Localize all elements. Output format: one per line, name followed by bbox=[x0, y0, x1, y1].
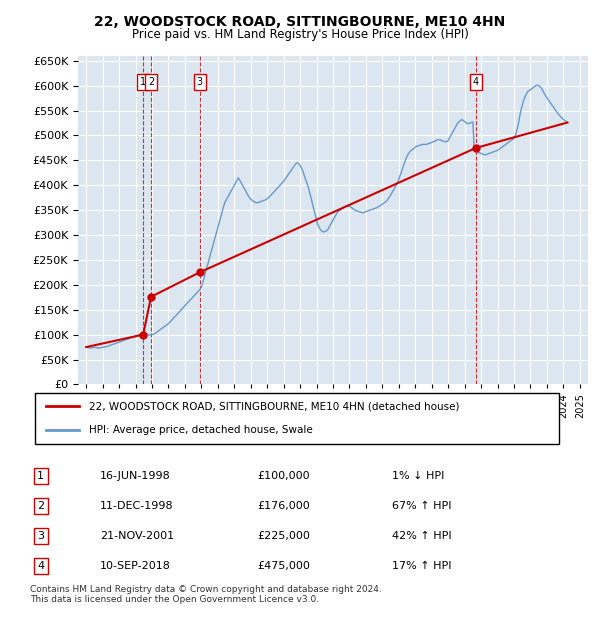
Text: £475,000: £475,000 bbox=[257, 561, 310, 571]
Text: 21-NOV-2001: 21-NOV-2001 bbox=[100, 531, 175, 541]
Text: 10-SEP-2018: 10-SEP-2018 bbox=[100, 561, 171, 571]
Text: £100,000: £100,000 bbox=[257, 471, 310, 481]
Text: £176,000: £176,000 bbox=[257, 501, 310, 511]
Text: Price paid vs. HM Land Registry's House Price Index (HPI): Price paid vs. HM Land Registry's House … bbox=[131, 28, 469, 41]
Text: 17% ↑ HPI: 17% ↑ HPI bbox=[392, 561, 451, 571]
Text: Contains HM Land Registry data © Crown copyright and database right 2024.
This d: Contains HM Land Registry data © Crown c… bbox=[30, 585, 382, 604]
Text: £225,000: £225,000 bbox=[257, 531, 310, 541]
Text: 3: 3 bbox=[37, 531, 44, 541]
Text: 42% ↑ HPI: 42% ↑ HPI bbox=[392, 531, 451, 541]
Text: 3: 3 bbox=[197, 77, 203, 87]
Text: 11-DEC-1998: 11-DEC-1998 bbox=[100, 501, 174, 511]
Text: 4: 4 bbox=[473, 77, 479, 87]
Text: 1: 1 bbox=[37, 471, 44, 481]
Text: 1% ↓ HPI: 1% ↓ HPI bbox=[392, 471, 444, 481]
Text: 22, WOODSTOCK ROAD, SITTINGBOURNE, ME10 4HN: 22, WOODSTOCK ROAD, SITTINGBOURNE, ME10 … bbox=[94, 16, 506, 30]
Text: HPI: Average price, detached house, Swale: HPI: Average price, detached house, Swal… bbox=[89, 425, 313, 435]
Text: 67% ↑ HPI: 67% ↑ HPI bbox=[392, 501, 451, 511]
Text: 4: 4 bbox=[37, 561, 44, 571]
Text: 2: 2 bbox=[37, 501, 44, 511]
Text: 1: 1 bbox=[140, 77, 146, 87]
FancyBboxPatch shape bbox=[35, 393, 559, 444]
Text: 16-JUN-1998: 16-JUN-1998 bbox=[100, 471, 171, 481]
Text: 22, WOODSTOCK ROAD, SITTINGBOURNE, ME10 4HN (detached house): 22, WOODSTOCK ROAD, SITTINGBOURNE, ME10 … bbox=[89, 401, 460, 411]
Text: 2: 2 bbox=[148, 77, 154, 87]
